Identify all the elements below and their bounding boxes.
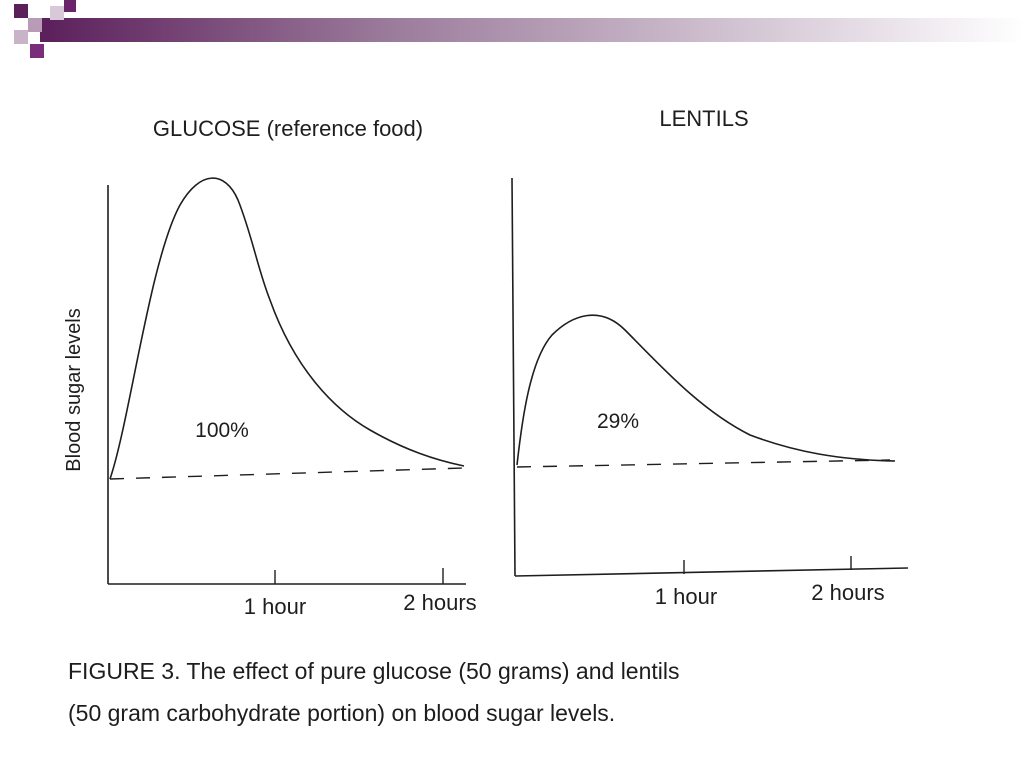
deco-square (14, 30, 28, 44)
lentils-curve (516, 314, 896, 466)
deco-square (50, 6, 64, 20)
figure-caption-line-1: FIGURE 3. The effect of pure glucose (50… (68, 658, 680, 684)
x-tick-label: 2 hours (403, 590, 476, 615)
deco-square (28, 18, 42, 32)
x-tick-label: 2 hours (811, 580, 884, 605)
deco-square (64, 0, 76, 12)
x-tick-label: 1 hour (244, 594, 306, 619)
chart-title: GLUCOSE (reference food) (153, 116, 423, 141)
chart-annotation: 100% (195, 419, 249, 442)
y-axis-label: Blood sugar levels (63, 308, 85, 471)
deco-square (30, 44, 44, 58)
baseline-dashed (516, 459, 891, 468)
y-axis (511, 177, 516, 577)
chart-glucose: GLUCOSE (reference food) Blood sugar lev… (63, 116, 477, 619)
baseline-dashed (109, 467, 465, 480)
chart-lentils: LENTILS 1 hour 2 hours 29% (511, 106, 909, 609)
deco-square (14, 4, 28, 18)
chart-title: LENTILS (659, 106, 748, 131)
x-axis (514, 567, 909, 577)
title-decoration-bar (14, 0, 1024, 58)
chart-annotation: 29% (597, 410, 639, 433)
x-tick-label: 1 hour (655, 584, 717, 609)
glucose-curve (109, 177, 465, 480)
figure-caption-line-2: (50 gram carbohydrate portion) on blood … (68, 700, 616, 726)
gradient-bar (40, 18, 1024, 42)
